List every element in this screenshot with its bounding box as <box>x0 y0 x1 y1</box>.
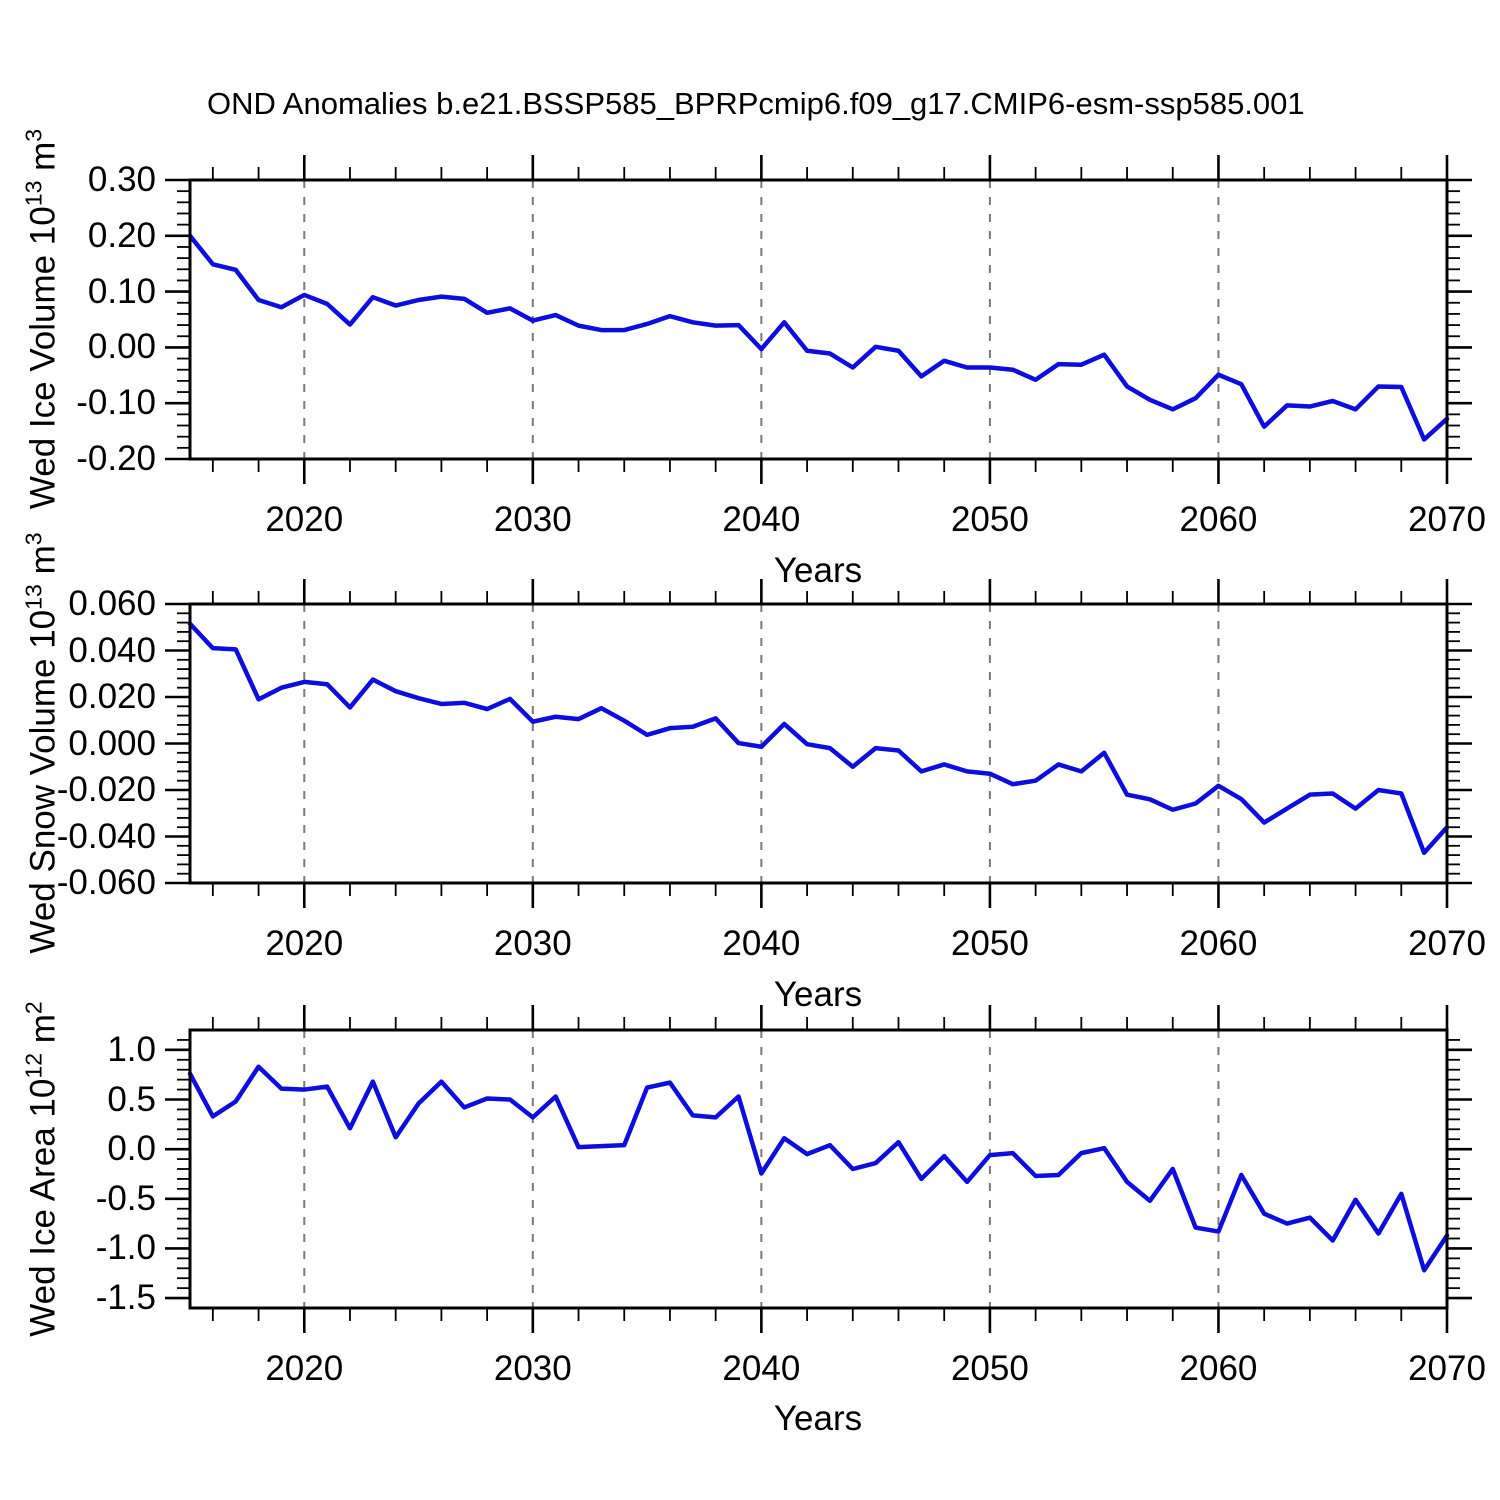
y-tick-label: 0.00 <box>87 327 156 367</box>
wed-snow-volume-anomaly-line <box>187 621 1450 856</box>
x-tick-label: 2030 <box>493 1349 572 1388</box>
wed-ice-area-anomaly-line <box>187 1064 1450 1273</box>
y-tick-label: -0.5 <box>95 1178 156 1218</box>
x-tick-label: 2020 <box>265 924 344 963</box>
x-tick-label: 2060 <box>1179 1349 1258 1388</box>
y-tick-label: 0.000 <box>68 723 156 763</box>
x-tick-label: 2060 <box>1179 500 1258 539</box>
x-tick-label: 2070 <box>1408 1349 1486 1388</box>
plot-border <box>188 178 1449 461</box>
x-tick-label: 2040 <box>722 924 801 963</box>
y-tick-label: -0.060 <box>56 863 156 902</box>
y-axis-title-unit: m <box>23 545 63 585</box>
y-tick-label: -0.20 <box>76 439 156 478</box>
x-tick-label: 2050 <box>950 1349 1029 1388</box>
x-tick-label: 2030 <box>493 500 572 539</box>
figure-title: OND Anomalies b.e21.BSSP585_BPRPcmip6.f0… <box>207 86 1305 121</box>
y-tick-label: 0.10 <box>87 271 156 311</box>
y-tick-label: 0.5 <box>107 1079 156 1119</box>
x-tick-label: 2050 <box>950 924 1029 963</box>
x-tick-label: 2020 <box>265 500 344 539</box>
x-tick-label: 2040 <box>722 1349 801 1388</box>
x-tick-label: 2040 <box>722 500 801 539</box>
x-tick-label: 2070 <box>1408 924 1486 963</box>
y-tick-label: 0.040 <box>68 630 156 670</box>
y-tick-label: 1.0 <box>107 1029 156 1069</box>
y-tick-label: -0.040 <box>56 816 156 856</box>
plot-border <box>188 1028 1449 1310</box>
x-axis-title-years-1: Years <box>773 551 863 590</box>
y-tick-label: 0.20 <box>87 215 156 255</box>
x-tick-label: 2030 <box>493 924 572 963</box>
y-axis-title-unit-exponent: 3 <box>20 128 47 142</box>
y-tick-label: -1.0 <box>95 1228 156 1268</box>
y-axis-title-unit-exponent: 3 <box>20 532 47 546</box>
x-axis-title-years-2: Years <box>773 975 863 1014</box>
y-tick-label: -0.020 <box>56 770 156 809</box>
y-tick-label: -1.5 <box>95 1278 156 1318</box>
x-tick-label: 2050 <box>950 500 1029 539</box>
y-tick-label: 0.30 <box>87 160 156 199</box>
x-tick-label: 2070 <box>1408 500 1486 539</box>
x-axis-title-years-3: Years <box>773 1399 863 1438</box>
x-tick-label: 2060 <box>1179 924 1258 963</box>
y-tick-label: -0.10 <box>76 383 156 423</box>
plot-border <box>188 602 1449 885</box>
y-tick-label: 0.060 <box>68 584 156 623</box>
y-axis-title-unit-exponent: 2 <box>20 1001 47 1015</box>
y-tick-label: 0.020 <box>68 677 156 716</box>
wed-ice-volume-anomaly-line <box>187 233 1450 442</box>
x-tick-label: 2020 <box>265 1349 344 1388</box>
y-tick-label: 0.0 <box>107 1129 156 1169</box>
